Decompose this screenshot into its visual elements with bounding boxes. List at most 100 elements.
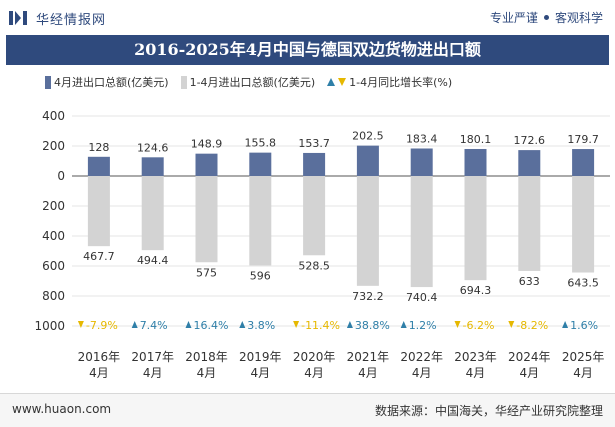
x-tick-label: 4月 [519, 366, 539, 380]
april-bar [572, 149, 595, 176]
chart-legend: 4月进出口总额(亿美元) 1-4月进出口总额(亿美元) 1-4月同比增长率(%) [45, 72, 464, 92]
cumulative-bar [195, 176, 218, 263]
y-tick-label: 400 [42, 229, 65, 243]
growth-value-label: 7.4% [140, 319, 168, 332]
legend-item-growth: 1-4月同比增长率(%) [327, 74, 452, 90]
growth-value-label: 3.8% [247, 319, 275, 332]
title-bar: 2016-2025年4月中国与德国双边货物进出口额 [6, 35, 609, 65]
april-value-label: 172.6 [514, 134, 546, 147]
x-tick-label: 4月 [197, 366, 217, 380]
x-tick-label: 2021年 [347, 350, 390, 364]
legend-item-april: 4月进出口总额(亿美元) [45, 74, 169, 90]
april-value-label: 183.4 [406, 132, 438, 145]
tagline: 专业严谨 客观科学 [490, 9, 603, 26]
cumulative-value-label: 740.4 [406, 291, 438, 304]
x-tick-label: 2019年 [239, 350, 282, 364]
legend-swatch-cumulative [180, 75, 187, 89]
cumulative-bar [572, 176, 595, 273]
x-tick-label: 2023年 [454, 350, 497, 364]
growth-value-label: 38.8% [355, 319, 390, 332]
footer-website[interactable]: www.huaon.com [12, 402, 112, 416]
y-tick-label: 200 [42, 199, 65, 213]
growth-value-label: 16.4% [194, 319, 229, 332]
x-tick-label: 4月 [466, 366, 486, 380]
april-value-label: 155.8 [245, 137, 277, 150]
april-bar [87, 156, 110, 176]
growth-down-marker [293, 321, 300, 328]
april-bar [464, 148, 487, 176]
april-bar [356, 145, 379, 176]
x-tick-label: 2024年 [508, 350, 551, 364]
brand-logo-icon [9, 11, 27, 25]
y-tick-label: 600 [42, 259, 65, 273]
x-tick-label: 4月 [304, 366, 324, 380]
x-tick-label: 4月 [250, 366, 270, 380]
x-tick-label: 2016年 [78, 350, 121, 364]
x-tick-label: 4月 [143, 366, 163, 380]
growth-up-marker [239, 321, 246, 328]
april-value-label: 148.9 [191, 138, 223, 151]
april-bar [410, 148, 433, 176]
chart-title: 2016-2025年4月中国与德国双边货物进出口额 [134, 40, 481, 59]
tagline-left: 专业严谨 [489, 11, 538, 25]
x-tick-label: 2018年 [185, 350, 228, 364]
growth-up-marker [131, 321, 138, 328]
growth-value-label: -7.9% [86, 319, 118, 332]
cumulative-bar [141, 176, 164, 251]
cumulative-bar [410, 176, 433, 288]
april-value-label: 128 [88, 141, 109, 154]
legend-label-growth: 1-4月同比增长率(%) [349, 76, 453, 89]
y-tick-label: 200 [42, 139, 65, 153]
x-tick-label: 2020年 [293, 350, 336, 364]
growth-value-label: -6.2% [463, 319, 495, 332]
growth-down-marker [508, 321, 515, 328]
x-tick-label: 4月 [573, 366, 593, 380]
y-tick-label: 0 [57, 169, 65, 183]
april-bar [141, 157, 164, 176]
footer-source: 数据来源：中国海关，华经产业研究院整理 [374, 404, 603, 418]
y-tick-label: 800 [42, 289, 65, 303]
y-tick-label: 1000 [34, 319, 65, 333]
growth-up-marker [346, 321, 353, 328]
legend-label-cumulative: 1-4月进出口总额(亿美元) [189, 76, 316, 89]
growth-value-label: -8.2% [516, 319, 548, 332]
cumulative-value-label: 643.5 [567, 277, 599, 290]
cumulative-bar [87, 176, 110, 247]
brand-name: 华经情报网 [36, 12, 107, 28]
april-value-label: 179.7 [567, 133, 599, 146]
top-bar: 华经情报网 专业严谨 客观科学 [0, 0, 615, 36]
cumulative-value-label: 494.4 [137, 254, 169, 267]
cumulative-value-label: 633 [519, 275, 540, 288]
cumulative-value-label: 694.3 [460, 284, 492, 297]
triangle-up-icon [327, 78, 336, 86]
growth-up-marker [562, 321, 569, 328]
cumulative-bar [464, 176, 487, 281]
april-value-label: 153.7 [298, 137, 330, 150]
tagline-right: 客观科学 [554, 11, 603, 25]
april-bar [303, 152, 326, 176]
legend-item-cumulative: 1-4月进出口总额(亿美元) [180, 74, 316, 90]
legend-swatch-april [45, 75, 51, 89]
growth-up-marker [400, 321, 407, 328]
april-value-label: 180.1 [460, 133, 492, 146]
april-bar [518, 150, 541, 176]
april-bar [249, 152, 272, 176]
growth-value-label: 1.2% [409, 319, 437, 332]
growth-down-marker [454, 321, 461, 328]
cumulative-bar [303, 176, 326, 256]
cumulative-bar [249, 176, 272, 266]
growth-down-marker [77, 321, 84, 328]
bullet-dot-icon [543, 15, 549, 20]
cumulative-bar [356, 176, 379, 286]
april-bar [195, 153, 218, 176]
x-tick-label: 4月 [358, 366, 378, 380]
april-value-label: 124.6 [137, 141, 169, 154]
brand[interactable]: 华经情报网 [8, 8, 106, 28]
cumulative-bar [518, 176, 541, 271]
x-tick-label: 4月 [412, 366, 432, 380]
chart-plot: 400 200 0 200 400 600 800 1000 128 467.7 -7.9% 2016… [34, 109, 610, 380]
april-value-label: 202.5 [352, 130, 384, 143]
cumulative-value-label: 575 [196, 266, 217, 279]
growth-value-label: -11.4% [301, 319, 340, 332]
cumulative-value-label: 528.5 [298, 259, 330, 272]
